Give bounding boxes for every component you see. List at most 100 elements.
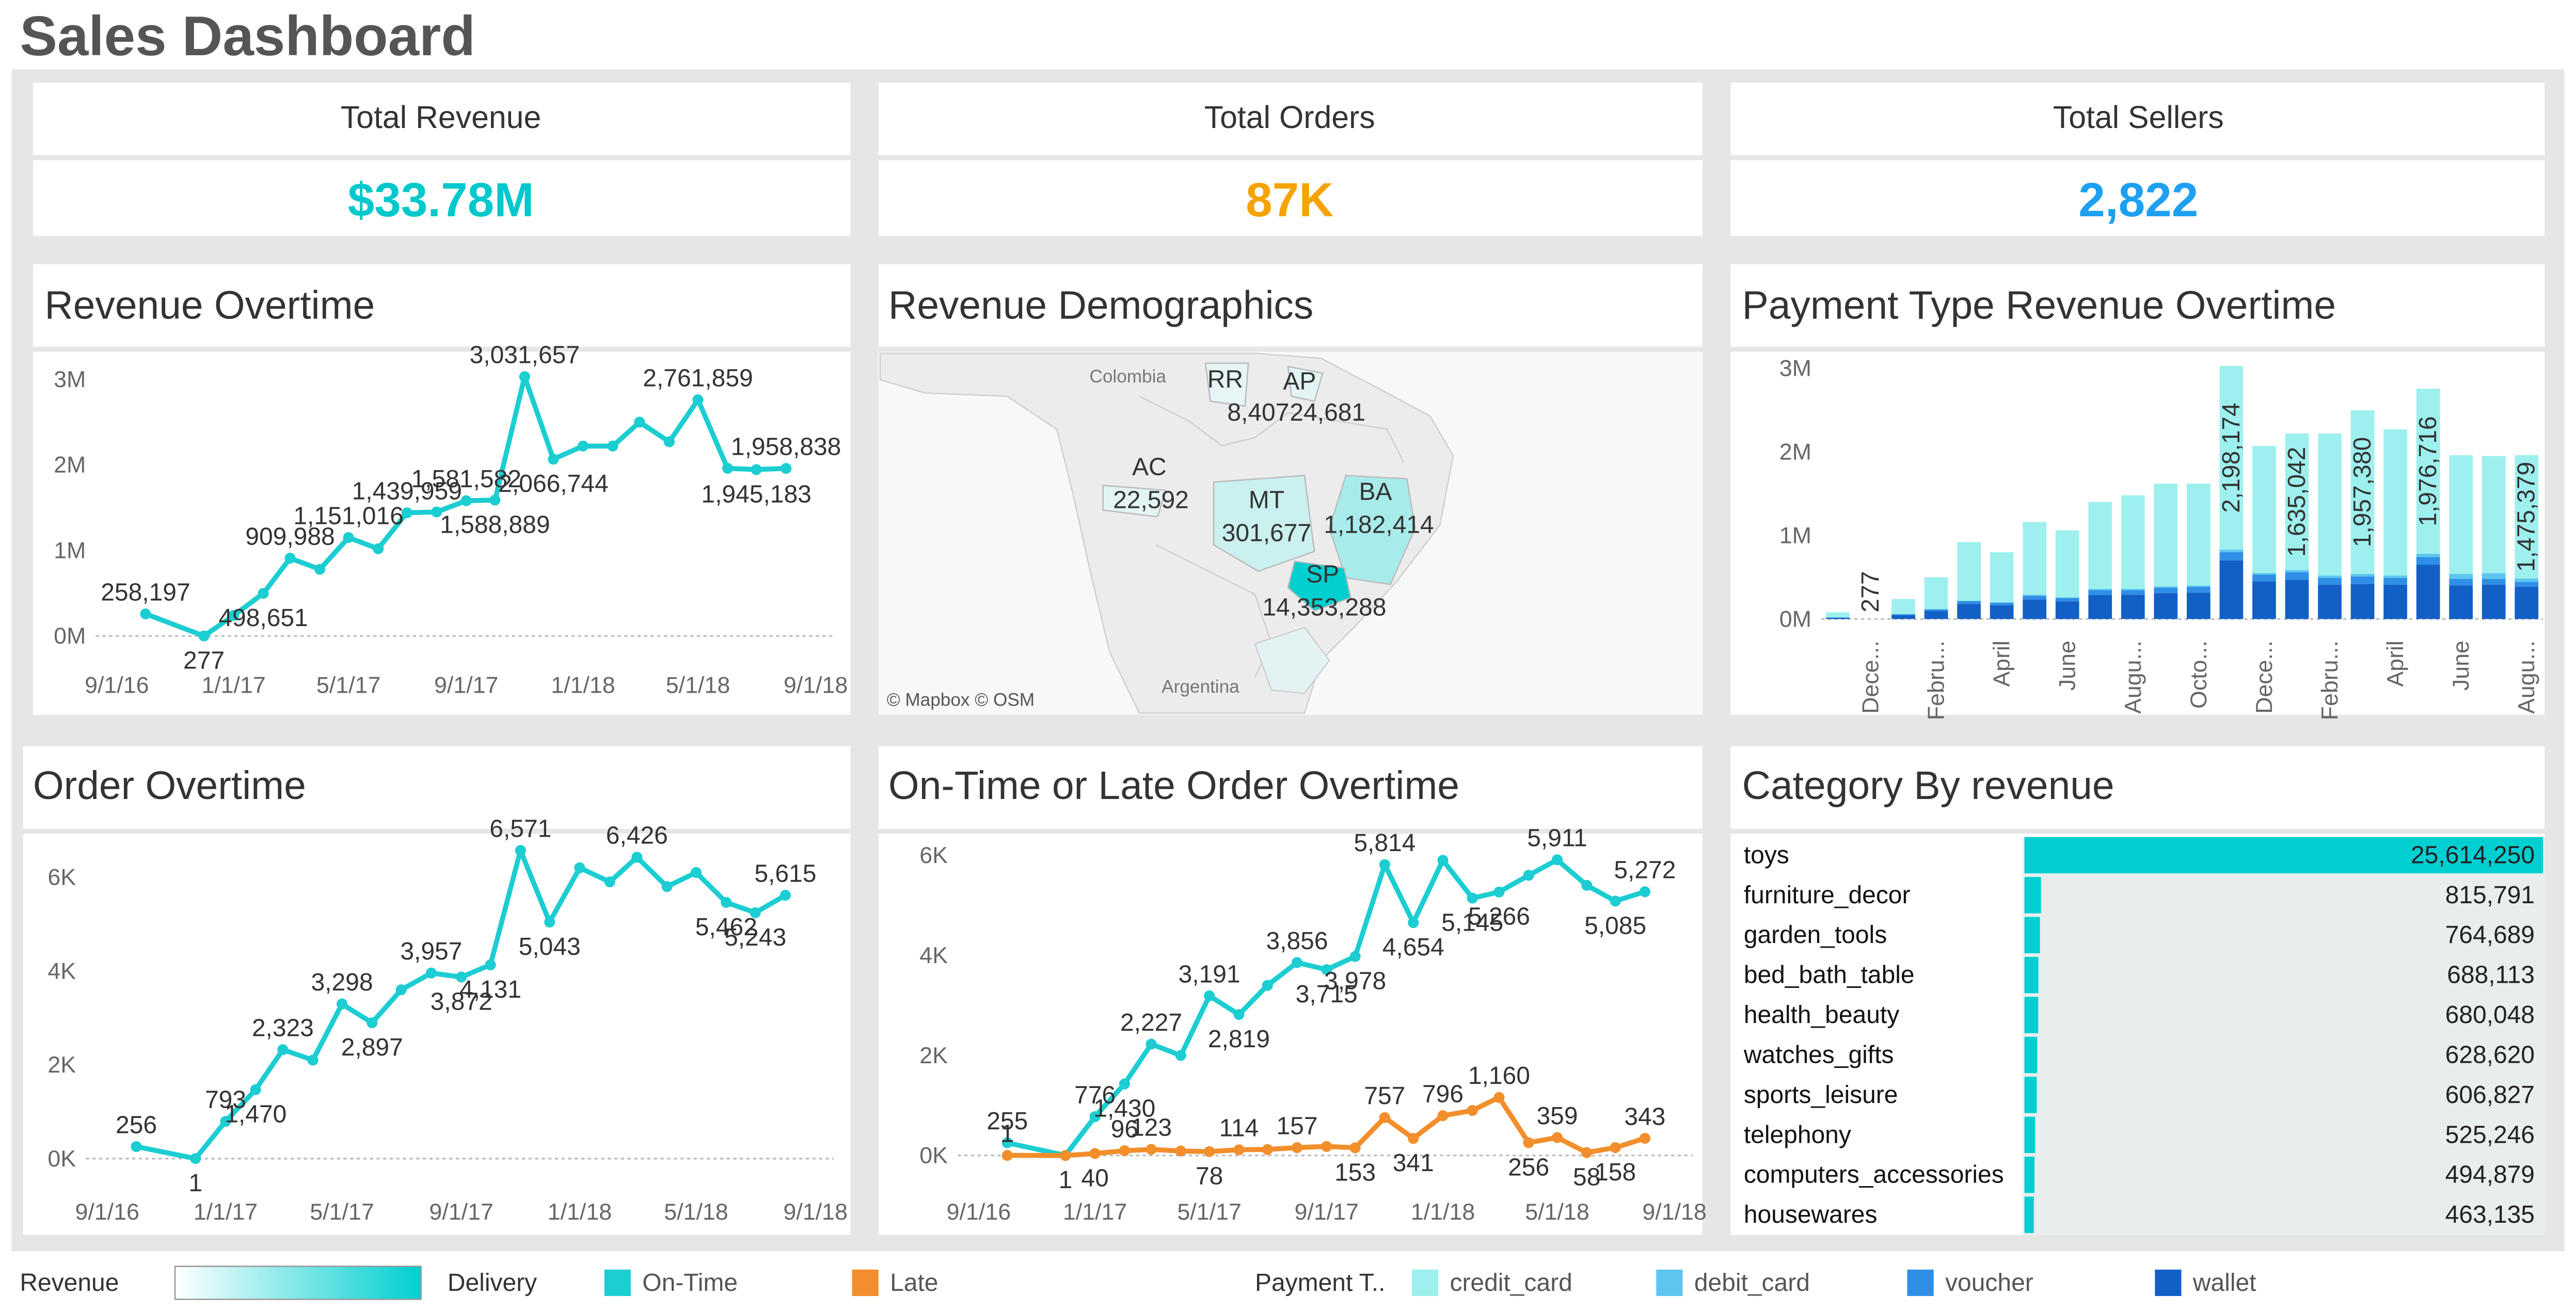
region-label: SP [1306,561,1339,588]
point [1262,1144,1273,1155]
bar-segment [2449,455,2473,574]
panel [878,160,1703,236]
category-label: furniture_decor [1744,882,1911,909]
point [1493,1092,1505,1103]
data-label: 341 [1393,1149,1434,1177]
legend-title: Payment T.. [1255,1269,1385,1297]
panel-title: On-Time or Late Order Overtime [888,764,1459,808]
category-label: watches_gifts [1743,1041,1894,1068]
bar-segment [2383,575,2407,578]
x-tick-label: 9/1/18 [784,672,848,698]
point [1349,951,1361,962]
point [690,867,702,878]
data-label: 114 [1219,1115,1259,1142]
kpi-label: Total Orders [1204,100,1375,135]
data-label: 793 [205,1086,246,1114]
bar-segment [2515,582,2539,587]
data-label: 5,615 [754,860,816,887]
bar-segment [2055,530,2079,598]
map-region [1204,362,1249,407]
bar-segment [2318,575,2342,578]
point [1467,1105,1478,1116]
x-tick-label: 1/1/17 [194,1199,258,1225]
point [1349,1142,1361,1154]
x-tick-label: 1/1/17 [1063,1199,1127,1225]
panel [33,160,851,236]
data-label: 3,856 [1266,928,1328,955]
y-tick-label: 1M [1779,522,1811,548]
bar-segment [2252,573,2276,575]
y-tick-label: 0M [1779,606,1811,632]
data-label: 1,439,959 [352,477,462,505]
data-label: 6,426 [606,822,668,850]
y-tick-label: 6K [47,865,76,890]
point [460,495,472,506]
point [1262,980,1273,991]
bar-segment [1990,603,2014,605]
map-border [1139,395,1405,463]
panel [878,834,1703,1235]
point [1291,1142,1303,1154]
data-label: 3,191 [1179,961,1241,988]
category-label: telephony [1744,1121,1851,1148]
data-label: 2,198,174 [2218,403,2245,513]
data-label: 5,272 [1614,857,1676,884]
point [1437,1110,1449,1122]
point [604,876,615,888]
point [336,998,348,1010]
bar-segment [2515,578,2539,582]
x-tick-label: 9/1/17 [434,672,498,698]
x-tick-label: Febru... [2317,641,2343,720]
bar-segment [2121,495,2145,589]
data-label: 256 [1508,1154,1549,1181]
point [456,971,467,983]
place-label: Argentina [1162,677,1239,697]
point [277,1044,289,1056]
bar-segment [2055,601,2079,619]
x-tick-label: Dece... [1857,641,1883,714]
data-label: 1,957,380 [2349,437,2376,547]
bar [2024,877,2041,914]
data-label: 5,814 [1354,829,1416,857]
bar-segment [2285,572,2309,580]
bar-segment [2121,590,2145,595]
data-label: 628,620 [2445,1041,2535,1068]
point [692,394,704,406]
data-label: 40 [1081,1164,1108,1192]
data-label: 1,945,183 [701,481,811,508]
bar-segment [2416,565,2440,619]
legend-label: voucher [1945,1269,2033,1297]
bar-segment [1891,615,1915,619]
data-label: 1,976,716 [2414,416,2442,526]
y-tick-label: 2M [54,452,86,478]
data-label: 157 [1276,1112,1317,1140]
point [1146,1144,1157,1155]
y-tick-label: 1M [54,537,86,563]
bar-segment [2482,573,2506,579]
legend-label: credit_card [1450,1269,1572,1297]
bar-segment [2055,597,2079,598]
panel-title: Revenue Demographics [888,283,1313,327]
data-label: 5,462 [695,914,757,941]
point [634,417,645,428]
point [1321,964,1332,976]
line [1007,857,1646,1158]
data-label: 494,879 [2445,1161,2535,1189]
bar-segment [2285,570,2309,572]
point [1408,1133,1419,1144]
data-label: 3,957 [400,938,462,965]
bar-segment [2219,549,2244,552]
data-label: 525,246 [2445,1121,2535,1148]
bar-segment [2416,557,2440,565]
y-tick-label: 3M [1779,356,1811,381]
data-label: 301,677 [1222,520,1311,547]
bar-segment [2023,596,2047,600]
point [314,564,326,575]
y-tick-label: 6K [919,842,948,868]
bar-segment [2318,584,2342,619]
point [515,845,526,856]
panel [1730,82,2545,155]
data-label: 757 [1364,1082,1405,1110]
data-label: 688,113 [2447,962,2535,989]
